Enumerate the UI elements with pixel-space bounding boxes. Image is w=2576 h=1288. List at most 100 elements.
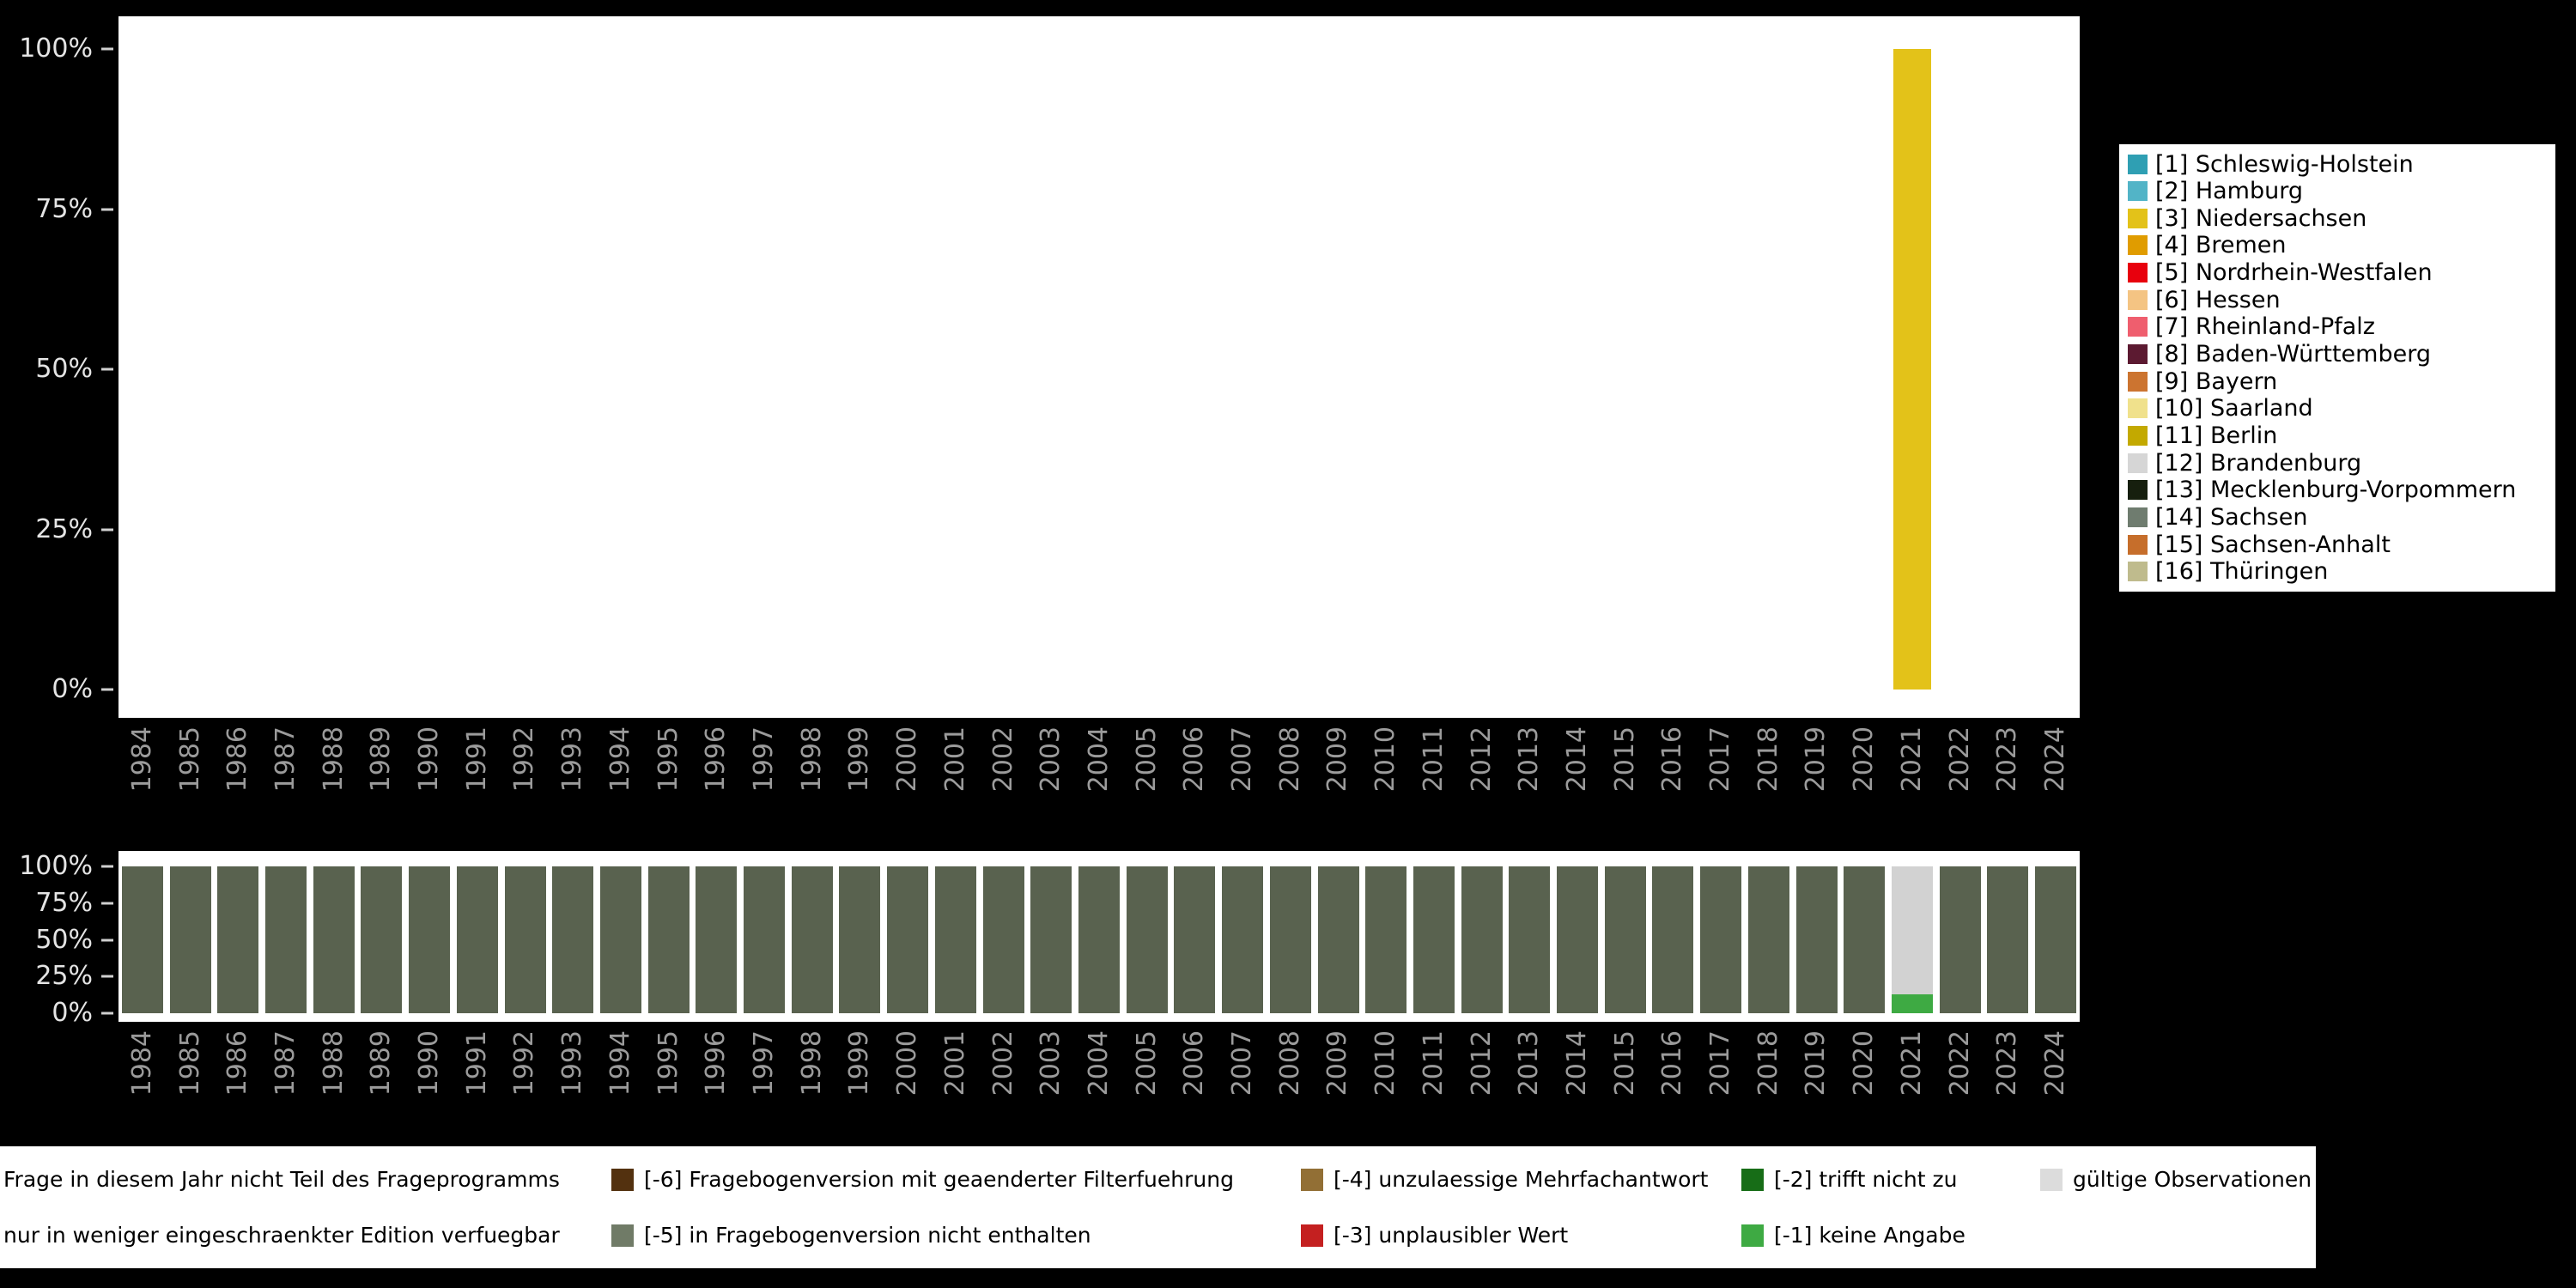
legend-item-5[interactable]: [5] Nordrhein-Westfalen: [2128, 260, 2552, 286]
bottom-chart-x-axis-label-2023: 2023: [1992, 1030, 2023, 1097]
bottom-chart-x-axis-label-1992: 1992: [509, 1030, 540, 1097]
bar-segment[interactable]: [744, 866, 786, 1013]
bar-segment[interactable]: [2035, 866, 2077, 1013]
bar-segment[interactable]: [1413, 866, 1455, 1013]
bar-segment[interactable]: [217, 866, 259, 1013]
bar-segment[interactable]: [1126, 866, 1168, 1013]
top-chart-x-axis-label-1991: 1991: [461, 726, 492, 793]
bar-segment[interactable]: [1030, 866, 1072, 1013]
top-chart-x-slot: 2008: [1267, 726, 1315, 825]
bottom-chart-x-axis-label-2024: 2024: [2039, 1030, 2070, 1097]
top-chart-x-slot: 2001: [932, 726, 980, 825]
bottom-chart-x-axis-label-2009: 2009: [1322, 1030, 1353, 1097]
bar-segment[interactable]: [121, 866, 163, 1013]
bar-segment[interactable]: [1893, 49, 1932, 690]
legend-item-11[interactable]: [11] Berlin: [2128, 423, 2552, 449]
legend-item-label: [1] Schleswig-Holstein: [2155, 150, 2414, 178]
legend-item-16[interactable]: [16] Thüringen: [2128, 559, 2552, 585]
bar-segment[interactable]: [409, 866, 451, 1013]
legend-item-4[interactable]: [4] Bremen: [2128, 233, 2552, 258]
missing-legend-item[interactable]: [-2] trifft nicht zu: [1741, 1151, 2040, 1207]
bar-segment[interactable]: [1939, 866, 1981, 1013]
bar-2001: [934, 866, 976, 1013]
bar-segment[interactable]: [839, 866, 881, 1013]
top-chart-x-slot: 2016: [1649, 726, 1698, 825]
bar-segment[interactable]: [313, 866, 355, 1013]
bar-segment[interactable]: [264, 866, 307, 1013]
bar-segment[interactable]: [1078, 866, 1120, 1013]
bar-segment[interactable]: [1795, 866, 1838, 1013]
top-chart-x-axis-label-2015: 2015: [1609, 726, 1640, 793]
bottom-chart-x-axis-label-1999: 1999: [844, 1030, 875, 1097]
bottom-chart-y-axis-label: 100%: [19, 851, 93, 881]
missing-legend-item[interactable]: Frage in diesem Jahr nicht Teil des Frag…: [3, 1151, 611, 1207]
legend-item-7[interactable]: [7] Rheinland-Pfalz: [2128, 314, 2552, 340]
bottom-chart-x-slot: 2020: [1840, 1030, 1888, 1129]
missing-legend-item[interactable]: [-4] unzulaessige Mehrfachantwort: [1301, 1151, 1741, 1207]
bar-segment[interactable]: [696, 866, 738, 1013]
top-chart-x-axis-label-2010: 2010: [1370, 726, 1401, 793]
bar-segment[interactable]: [1652, 866, 1694, 1013]
missing-legend-item[interactable]: [-6] Fragebogenversion mit geaenderter F…: [611, 1151, 1301, 1207]
legend-swatch: [2128, 289, 2148, 310]
legend-item-1[interactable]: [1] Schleswig-Holstein: [2128, 151, 2552, 177]
bottom-chart-x-axis-label-1986: 1986: [222, 1030, 253, 1097]
legend-item-6[interactable]: [6] Hessen: [2128, 287, 2552, 313]
bottom-chart-x-slot: 2022: [1936, 1030, 1984, 1129]
bottom-chart-x-axis-label-1984: 1984: [126, 1030, 157, 1097]
bar-segment[interactable]: [504, 866, 546, 1013]
bottom-chart-x-axis-label-2005: 2005: [1131, 1030, 1162, 1097]
bar-segment[interactable]: [169, 866, 211, 1013]
top-chart-x-axis: 1984 1985 1986 1987 1988 1989 1990 1991 1992 1993…: [118, 726, 2080, 825]
bar-segment[interactable]: [1604, 866, 1646, 1013]
bottom-chart-x-axis-label-2021: 2021: [1896, 1030, 1927, 1097]
top-chart-x-axis-label-2020: 2020: [1849, 726, 1880, 793]
bar-segment[interactable]: [887, 866, 929, 1013]
bar-segment[interactable]: [1461, 866, 1503, 1013]
bar-segment[interactable]: [552, 866, 594, 1013]
missing-legend-item[interactable]: nur in weniger eingeschraenkter Edition …: [3, 1207, 611, 1263]
legend-item-13[interactable]: [13] Mecklenburg-Vorpommern: [2128, 477, 2552, 503]
missing-legend-item[interactable]: [-1] keine Angabe: [1741, 1207, 2040, 1263]
missing-legend-item[interactable]: [-3] unplausibler Wert: [1301, 1207, 1741, 1263]
bar-segment[interactable]: [599, 866, 641, 1013]
legend-item-10[interactable]: [10] Saarland: [2128, 396, 2552, 422]
legend-item-12[interactable]: [12] Brandenburg: [2128, 450, 2552, 476]
missing-legend-label: gültige Observationen: [2073, 1167, 2312, 1192]
bar-segment[interactable]: [1269, 866, 1311, 1013]
bar-segment[interactable]: [647, 866, 690, 1013]
bar-segment[interactable]: [1174, 866, 1216, 1013]
legend-item-label: [5] Nordrhein-Westfalen: [2155, 259, 2433, 287]
bottom-chart-x-slot: 1993: [549, 1030, 597, 1129]
legend-swatch: [2128, 317, 2148, 337]
bar-segment[interactable]: [1844, 866, 1886, 1013]
missing-legend-item[interactable]: gültige Observationen: [2040, 1151, 2316, 1207]
legend-item-3[interactable]: [3] Niedersachsen: [2128, 205, 2552, 231]
bar-segment[interactable]: [1892, 866, 1934, 994]
bar-segment[interactable]: [934, 866, 976, 1013]
bar-segment[interactable]: [982, 866, 1024, 1013]
legend-item-9[interactable]: [9] Bayern: [2128, 368, 2552, 394]
legend-item-14[interactable]: [14] Sachsen: [2128, 505, 2552, 531]
missing-legend-item[interactable]: [-5] in Fragebogenversion nicht enthalte…: [611, 1207, 1301, 1263]
legend-item-8[interactable]: [8] Baden-Württemberg: [2128, 342, 2552, 368]
bar-segment[interactable]: [1892, 993, 1934, 1013]
bar-segment[interactable]: [1747, 866, 1789, 1013]
bar-segment[interactable]: [1365, 866, 1407, 1013]
bar-segment[interactable]: [361, 866, 403, 1013]
bar-1995: [647, 866, 690, 1013]
top-chart-x-slot: 1988: [310, 726, 358, 825]
bar-2009: [1317, 866, 1359, 1013]
bar-segment[interactable]: [1509, 866, 1551, 1013]
bar-segment[interactable]: [1557, 866, 1599, 1013]
bar-segment[interactable]: [1317, 866, 1359, 1013]
bar-segment[interactable]: [456, 866, 498, 1013]
bar-segment[interactable]: [791, 866, 833, 1013]
legend-item-2[interactable]: [2] Hamburg: [2128, 179, 2552, 204]
bar-segment[interactable]: [1700, 866, 1742, 1013]
bar-segment[interactable]: [1987, 866, 2029, 1013]
bar-segment[interactable]: [1222, 866, 1264, 1013]
top-chart-x-slot: 2017: [1697, 726, 1745, 825]
top-chart-x-slot: 2020: [1840, 726, 1888, 825]
legend-item-15[interactable]: [15] Sachsen-Anhalt: [2128, 532, 2552, 557]
